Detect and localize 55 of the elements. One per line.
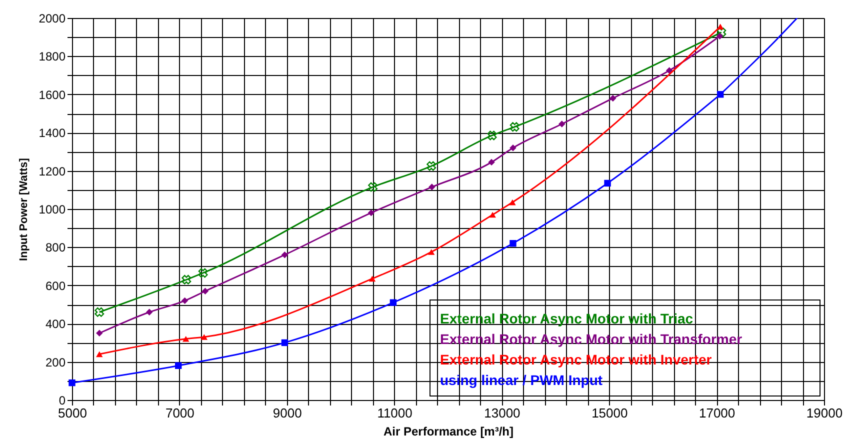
point	[428, 249, 435, 255]
point	[510, 144, 516, 152]
point	[368, 209, 375, 216]
point	[716, 28, 726, 38]
x-axis-title: Air Performance [m³/h]	[383, 424, 514, 438]
point	[489, 212, 496, 218]
x-tick-label: 17000	[698, 406, 736, 420]
y-tick-label: 1200	[38, 164, 66, 178]
y-tick-label: 200	[45, 355, 66, 370]
point	[666, 67, 673, 74]
point	[716, 24, 724, 30]
point	[175, 362, 182, 369]
x-tick-label: 7000	[165, 406, 194, 420]
point	[716, 32, 724, 40]
y-tick-label: 400	[45, 317, 66, 332]
y-tick-label: 1600	[38, 88, 66, 102]
point	[368, 182, 378, 192]
x-tick-label: 11000	[377, 406, 412, 420]
point	[181, 297, 188, 304]
point	[487, 130, 497, 140]
point	[96, 351, 103, 358]
point	[428, 184, 436, 190]
x-tick-label: 5000	[58, 406, 87, 420]
point	[558, 120, 566, 128]
point	[96, 330, 103, 337]
point	[604, 180, 611, 187]
y-axis-title: Input Power [Watts]	[18, 158, 30, 261]
point	[281, 339, 288, 346]
point	[94, 307, 104, 317]
y-tick-label: 1000	[38, 202, 66, 216]
x-tick-label: 19000	[806, 406, 843, 420]
point	[198, 268, 208, 278]
y-tick-label: 1800	[38, 50, 66, 64]
point	[426, 161, 436, 171]
point	[146, 308, 153, 316]
point	[200, 334, 208, 340]
point	[610, 94, 616, 102]
y-tick-label: 1400	[38, 126, 66, 140]
y-tick-label: 2000	[38, 12, 66, 26]
point	[202, 288, 209, 294]
x-tick-label: 13000	[484, 406, 520, 420]
x-tick-label: 9000	[272, 406, 302, 420]
x-tick-label: 15000	[592, 406, 628, 420]
point	[488, 158, 495, 166]
point	[368, 276, 376, 282]
y-tick-label: 600	[45, 278, 66, 293]
point	[509, 199, 516, 206]
point	[182, 274, 192, 284]
point	[281, 251, 288, 258]
point	[510, 240, 516, 247]
y-tick-label: 0	[58, 394, 66, 408]
point	[510, 122, 520, 132]
y-tick-label: 800	[45, 240, 66, 255]
point	[182, 336, 190, 342]
point	[390, 299, 397, 306]
